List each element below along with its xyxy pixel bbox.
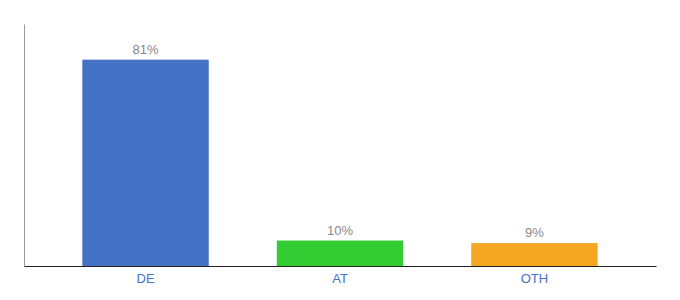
x-axis-line [25, 266, 657, 267]
bar [471, 243, 597, 266]
y-axis-line [24, 25, 25, 267]
x-tick: AT [332, 271, 348, 286]
x-tick: OTH [521, 271, 548, 286]
data-label: 10% [327, 223, 353, 238]
x-tick-label: DE [137, 271, 155, 286]
x-axis: DE AT OTH [25, 267, 657, 287]
x-tick-label: OTH [521, 271, 548, 286]
plot: DE AT OTH 81% 10% 9% [25, 25, 657, 287]
data-label: 81% [133, 42, 159, 57]
bar [82, 60, 208, 266]
x-tick: DE [137, 271, 155, 286]
data-labels: 81% 10% 9% [133, 42, 545, 240]
chart: DE AT OTH 81% 10% 9% [0, 0, 680, 300]
data-label: 9% [525, 225, 544, 240]
bar [277, 241, 403, 266]
y-axis [24, 25, 25, 267]
bars [82, 60, 597, 266]
x-tick-label: AT [332, 271, 348, 286]
